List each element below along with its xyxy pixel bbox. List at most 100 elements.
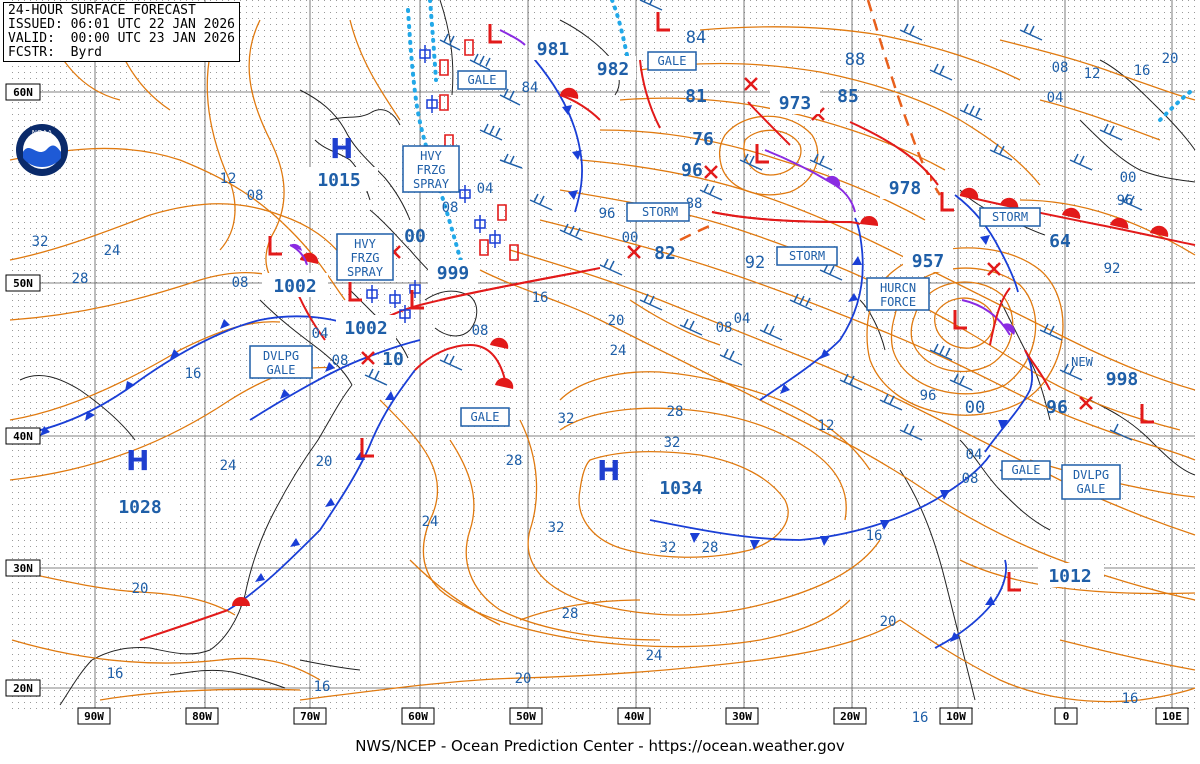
low-pressure-value: 982	[597, 59, 630, 80]
isobar-label: 24	[646, 648, 663, 664]
isobar-label: 24	[220, 458, 237, 474]
low-symbol-5	[940, 192, 954, 212]
isobar-label: 12	[818, 418, 835, 434]
isobar-label: 88	[686, 196, 703, 212]
low-symbol-2	[348, 282, 362, 302]
low-symbol-7	[1007, 572, 1021, 592]
isobar-label: 04	[966, 447, 983, 463]
isobar-label: 04	[734, 311, 751, 327]
isobar-label: 92	[1104, 261, 1121, 277]
low-symbol-3	[410, 290, 424, 310]
isobar-label: 28	[72, 271, 89, 287]
isobar-label: 08	[962, 471, 979, 487]
low-pressure-value: 978	[889, 178, 922, 199]
footer-credit: NWS/NCEP - Ocean Prediction Center - htt…	[355, 737, 845, 755]
high-pressure-centers: H 1015 H 1028 H	[100, 132, 620, 518]
isobar-label: 96	[599, 206, 616, 222]
isobar-label: 28	[667, 404, 684, 420]
isobar-label: 32	[664, 435, 681, 451]
isobar-label: 16	[532, 290, 549, 306]
isobar-label: 92	[745, 253, 765, 273]
isobar-label: 998	[1106, 369, 1139, 390]
isobar-label: 16	[185, 366, 202, 382]
spray-symbols	[366, 45, 501, 323]
warning-new: NEW	[1071, 355, 1093, 369]
isobar-label: 16	[912, 710, 929, 726]
isobar-label: 20	[608, 313, 625, 329]
low-pressure-value: 957	[912, 251, 945, 272]
isobar-label: 16	[107, 666, 124, 682]
low-pressure-value: 999	[437, 263, 470, 284]
isobar-label: 04	[312, 326, 329, 342]
lat-labels: 60N 50N 40N 30N 20N	[13, 86, 33, 695]
isobar-label: 96	[681, 160, 703, 181]
isobar-label: 32	[32, 234, 49, 250]
isobar-label: 00	[965, 398, 985, 418]
isobar-label: 16	[1122, 691, 1139, 707]
lon-label: 80W	[192, 710, 212, 723]
isobar-label: 85	[837, 86, 859, 107]
low-symbol-1	[268, 236, 282, 256]
header-title: 24-HOUR SURFACE FORECAST	[8, 3, 196, 18]
isobar-label: 81	[685, 86, 707, 107]
low-symbol-10	[360, 438, 374, 458]
warning-hurricane-force: HURCN FORCE	[866, 277, 930, 311]
isobar-label: 84	[522, 80, 539, 96]
warning-storm: STORM	[776, 246, 838, 266]
low-pressure-value: 1002	[273, 276, 316, 297]
low-symbol-6	[953, 310, 967, 330]
low-symbols	[268, 12, 1154, 592]
lon-label: 30W	[732, 710, 752, 723]
lon-label: 70W	[300, 710, 320, 723]
high-symbol: H	[330, 132, 353, 165]
isobar-label: 32	[548, 520, 565, 536]
low-pressure-value: 973	[779, 93, 812, 114]
cold-front-teeth	[40, 105, 1008, 642]
isobar-label: 24	[104, 243, 121, 259]
isobar-label: 16	[1134, 63, 1151, 79]
isobar-label: 88	[845, 50, 865, 70]
lon-label: 40W	[624, 710, 644, 723]
isobar-label: 20	[1162, 51, 1179, 67]
isobar-label: 76	[692, 129, 714, 150]
warning-labels: GALE GALE STORM STORM STORM HURCN FORCE D…	[249, 51, 1121, 500]
high-symbol: H	[126, 444, 149, 477]
isobar-label: 16	[314, 679, 331, 695]
svg-text:GALE: GALE	[658, 54, 687, 68]
lon-label: 60W	[408, 710, 428, 723]
isobar-label: 28	[506, 453, 523, 469]
header-valid: VALID: 00:00 UTC 23 JAN 2026	[8, 31, 235, 46]
isobar-label: 08	[232, 275, 249, 291]
isobar-label: 24	[422, 514, 439, 530]
svg-text:STORM: STORM	[789, 249, 825, 263]
isobar-labels: 84 81 85 88 76 96 00 64 96 82 92 00 10 9…	[32, 28, 1179, 726]
isobar-label: 84	[686, 28, 706, 48]
isobar-label: 32	[558, 411, 575, 427]
axis-label-boxes	[5, 83, 1189, 725]
isobar-label: 08	[442, 200, 459, 216]
isobar-label: 08	[472, 323, 489, 339]
freezing-spray-red	[439, 39, 519, 261]
isobar-label: 00	[404, 226, 426, 247]
warning-storm: STORM	[626, 202, 690, 222]
isobar-label: 08	[1052, 60, 1069, 76]
lat-label: 40N	[13, 430, 33, 443]
lon-label: 0	[1063, 710, 1070, 723]
isobar-label: 12	[220, 171, 237, 187]
svg-text:GALE: GALE	[471, 410, 500, 424]
lon-label: 50W	[516, 710, 536, 723]
isobar-label: 96	[920, 388, 937, 404]
lon-label: 20W	[840, 710, 860, 723]
isobar-label: 00	[622, 230, 639, 246]
isobar-label: 28	[702, 540, 719, 556]
isobar-label: 96	[1046, 397, 1068, 418]
lon-label: 10E	[1162, 710, 1182, 723]
isobar-label: 04	[1047, 90, 1064, 106]
lon-label: 90W	[84, 710, 104, 723]
svg-text:GALE: GALE	[1012, 463, 1041, 477]
isobar-label: 00	[1120, 170, 1137, 186]
